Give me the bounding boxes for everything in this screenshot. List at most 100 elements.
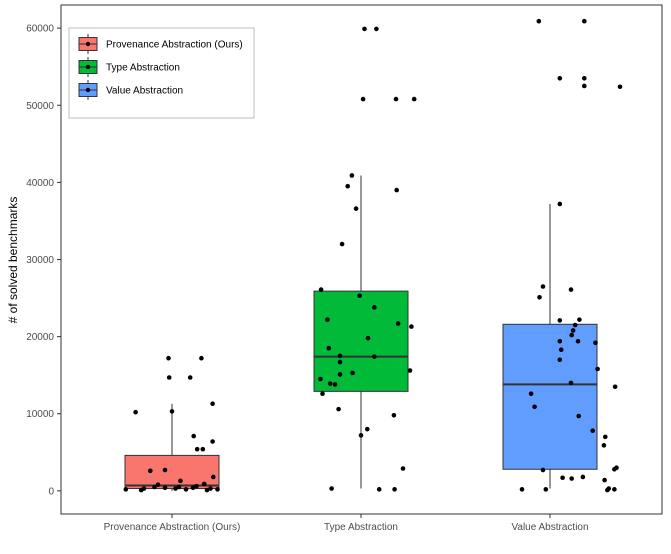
data-point bbox=[173, 486, 178, 491]
y-tick-label: 30000 bbox=[26, 255, 54, 266]
data-point bbox=[595, 366, 600, 372]
data-point bbox=[577, 317, 582, 322]
data-point bbox=[612, 466, 617, 472]
data-point bbox=[201, 481, 207, 487]
y-tick-label: 20000 bbox=[26, 332, 54, 343]
data-point bbox=[358, 433, 364, 438]
x-tick-label: Value Abstraction bbox=[511, 522, 588, 533]
data-point bbox=[409, 324, 414, 329]
data-point bbox=[211, 474, 216, 480]
legend-label: Provenance Abstraction (Ours) bbox=[106, 40, 243, 51]
data-point bbox=[393, 96, 399, 102]
data-point bbox=[329, 486, 334, 491]
data-point bbox=[395, 321, 401, 326]
data-point bbox=[194, 446, 200, 452]
data-point bbox=[176, 484, 182, 490]
data-point bbox=[605, 487, 610, 493]
data-point bbox=[365, 426, 370, 432]
data-point bbox=[190, 485, 196, 491]
data-point bbox=[326, 345, 332, 351]
data-point bbox=[353, 206, 359, 211]
data-point bbox=[337, 372, 343, 377]
data-point bbox=[337, 353, 343, 359]
data-point bbox=[210, 439, 215, 444]
data-point bbox=[572, 322, 578, 328]
data-point bbox=[603, 434, 608, 440]
legend-label: Type Abstraction bbox=[106, 63, 180, 74]
x-tick-label: Provenance Abstraction (Ours) bbox=[104, 522, 241, 533]
data-point bbox=[166, 375, 172, 380]
data-point bbox=[557, 357, 563, 363]
data-point bbox=[582, 18, 587, 24]
data-point bbox=[336, 406, 341, 412]
data-point bbox=[320, 391, 325, 396]
data-point bbox=[204, 487, 210, 493]
data-point bbox=[325, 317, 330, 322]
y-tick-label: 10000 bbox=[26, 409, 54, 420]
data-point bbox=[612, 487, 617, 492]
data-point bbox=[543, 487, 549, 492]
data-point bbox=[582, 83, 587, 89]
data-point bbox=[411, 96, 417, 102]
data-point bbox=[187, 375, 193, 380]
y-tick-label: 60000 bbox=[26, 24, 54, 35]
legend: Provenance Abstraction (Ours) Type Abstra… bbox=[68, 27, 255, 119]
data-point bbox=[560, 475, 565, 481]
data-point bbox=[155, 482, 161, 487]
data-point bbox=[568, 380, 574, 386]
legend-key-point bbox=[85, 64, 91, 70]
data-point bbox=[191, 433, 196, 439]
data-point bbox=[407, 368, 413, 373]
y-axis-title: # of solved benchmarks bbox=[6, 197, 20, 324]
data-point bbox=[394, 187, 400, 193]
data-point bbox=[372, 354, 377, 359]
data-point bbox=[349, 173, 355, 178]
data-point bbox=[557, 75, 563, 81]
data-point bbox=[372, 305, 377, 310]
data-point bbox=[327, 381, 333, 386]
data-point bbox=[557, 318, 563, 323]
data-point bbox=[318, 376, 323, 382]
data-point bbox=[350, 370, 355, 376]
data-point bbox=[337, 359, 343, 365]
data-point bbox=[569, 476, 574, 481]
x-axis: Provenance Abstraction (Ours) Type Abstra… bbox=[104, 514, 589, 533]
data-point bbox=[162, 485, 168, 491]
data-point bbox=[570, 328, 576, 333]
data-point bbox=[339, 241, 345, 247]
data-point bbox=[540, 284, 546, 289]
data-point bbox=[169, 409, 175, 414]
data-point bbox=[392, 487, 397, 492]
data-point bbox=[152, 484, 157, 490]
data-point bbox=[362, 26, 367, 32]
data-point bbox=[537, 294, 542, 300]
data-point bbox=[194, 483, 199, 489]
data-point bbox=[582, 75, 587, 81]
data-point bbox=[576, 413, 581, 419]
box-iqr bbox=[124, 454, 220, 490]
data-point bbox=[568, 287, 574, 292]
data-point bbox=[332, 382, 338, 387]
data-point bbox=[183, 487, 189, 492]
data-point bbox=[590, 428, 595, 434]
data-point bbox=[215, 487, 220, 492]
data-point bbox=[540, 467, 546, 473]
data-point bbox=[318, 287, 324, 292]
data-point bbox=[365, 335, 371, 341]
data-point bbox=[360, 96, 366, 102]
data-point bbox=[210, 401, 215, 407]
data-point bbox=[557, 338, 563, 344]
data-point bbox=[345, 183, 351, 189]
data-point bbox=[391, 412, 397, 418]
data-point bbox=[602, 477, 607, 483]
data-point bbox=[133, 409, 138, 415]
data-point bbox=[580, 474, 586, 480]
legend-key-point bbox=[85, 41, 91, 47]
legend-box bbox=[68, 27, 255, 119]
data-point bbox=[528, 391, 534, 396]
data-point bbox=[141, 486, 147, 491]
data-point bbox=[617, 84, 623, 90]
data-point bbox=[208, 486, 213, 491]
y-tick-label: 50000 bbox=[26, 101, 54, 112]
